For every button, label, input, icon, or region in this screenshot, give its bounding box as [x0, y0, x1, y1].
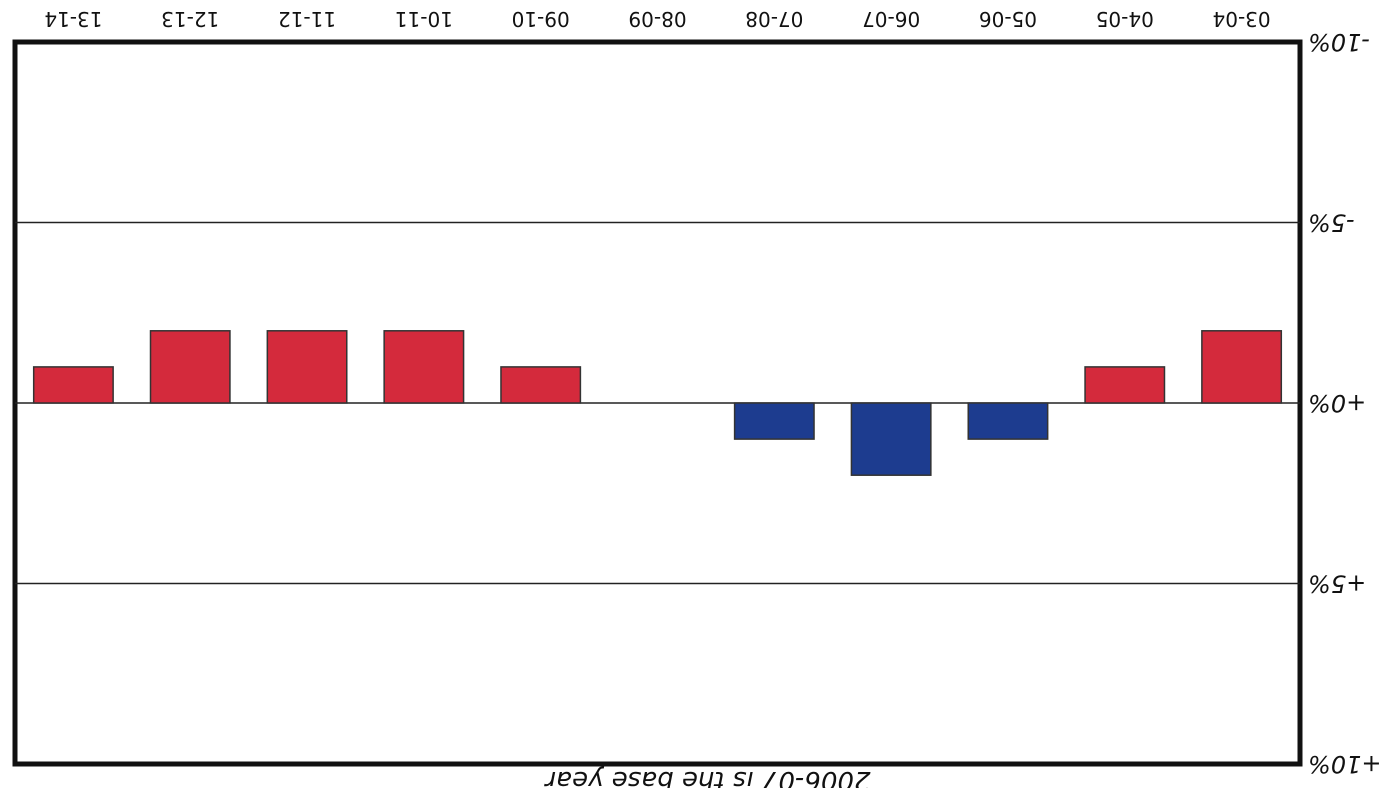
- bar-05-06: [967, 402, 1049, 440]
- x-tick-label: 11-12: [278, 7, 336, 31]
- y-tick-label: -5%: [1308, 209, 1355, 237]
- x-tick-label: 03-04: [1213, 7, 1271, 31]
- bar-07-08: [733, 402, 815, 440]
- x-tick-label: 07-08: [745, 7, 803, 31]
- bar-11-12: [266, 330, 348, 404]
- x-tick-label: 10-11: [395, 7, 453, 31]
- y-tick-label: +5%: [1308, 570, 1366, 598]
- x-tick-label: 12-13: [161, 7, 219, 31]
- x-tick-label: 08-09: [628, 7, 686, 31]
- x-tick-label: 06-07: [862, 7, 920, 31]
- x-tick-label: 04-05: [1096, 7, 1154, 31]
- bar-06-07: [850, 402, 932, 476]
- base-year-note: 2006-07 is the base year: [543, 765, 870, 788]
- y-tick-label: +10%: [1308, 750, 1381, 778]
- bar-10-11: [383, 330, 465, 404]
- x-tick-label: 05-06: [979, 7, 1037, 31]
- bar-03-04: [1201, 330, 1283, 404]
- bar-04-05: [1084, 366, 1166, 404]
- bar-12-13: [149, 330, 231, 404]
- y-tick-label: +0%: [1308, 389, 1366, 417]
- bar-13-14: [32, 366, 114, 404]
- bar-09-10: [500, 366, 582, 404]
- x-tick-label: 13-14: [44, 7, 102, 31]
- y-tick-label: -10%: [1308, 28, 1370, 56]
- x-tick-label: 09-10: [512, 7, 570, 31]
